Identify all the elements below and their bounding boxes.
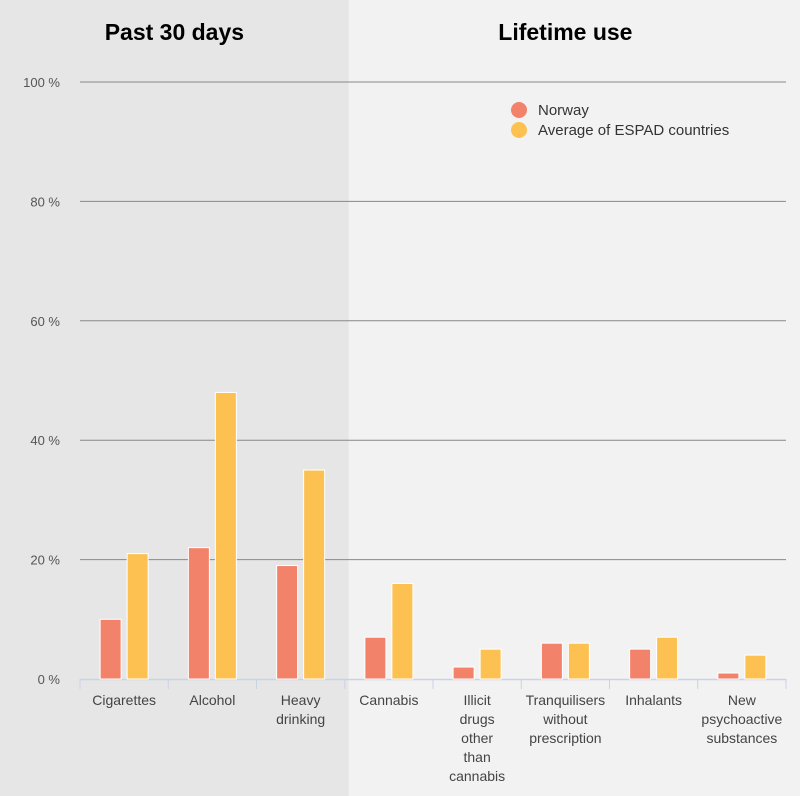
bar-average-of-espad-countries	[656, 636, 679, 680]
y-tick-label: 80 %	[30, 194, 60, 209]
x-category-label: prescription	[529, 730, 601, 746]
legend-item: Average of ESPAD countries	[538, 122, 729, 139]
x-category-label: psychoactive	[701, 711, 782, 727]
x-category-label: cannabis	[449, 768, 505, 784]
x-category-label: drugs	[460, 711, 495, 727]
bar-norway	[276, 565, 299, 680]
y-tick-label: 20 %	[30, 553, 60, 568]
y-tick-label: 40 %	[30, 433, 60, 448]
bar-average-of-espad-countries	[567, 642, 590, 680]
bar-norway	[717, 672, 740, 680]
bar-norway	[99, 618, 122, 680]
x-category-label: Inhalants	[625, 692, 682, 708]
x-category-label: Cigarettes	[92, 692, 156, 708]
bar-average-of-espad-countries	[126, 553, 149, 680]
x-category-label: other	[461, 730, 493, 746]
x-category-label: New	[728, 692, 757, 708]
x-category-label: than	[464, 749, 491, 765]
x-category-label: Illicit	[464, 692, 491, 708]
x-category-label: Tranquilisers	[526, 692, 606, 708]
bar-average-of-espad-countries	[479, 648, 502, 680]
bar-average-of-espad-countries	[303, 469, 326, 680]
y-tick-label: 100 %	[23, 75, 60, 90]
y-tick-label: 0 %	[38, 672, 61, 687]
x-category-label: drinking	[276, 711, 325, 727]
x-category-label: Alcohol	[189, 692, 235, 708]
x-category-label: substances	[706, 730, 777, 746]
bar-norway	[540, 642, 563, 680]
x-category-label: Heavy	[281, 692, 321, 708]
bar-average-of-espad-countries	[391, 582, 414, 680]
legend-item: Norway	[538, 102, 589, 119]
x-category-label: without	[542, 711, 587, 727]
legend-marker	[511, 122, 527, 138]
legend-marker	[511, 102, 527, 118]
y-tick-label: 60 %	[30, 314, 60, 329]
bar-norway	[452, 666, 475, 680]
x-category-label: Cannabis	[359, 692, 418, 708]
section-title: Lifetime use	[498, 19, 632, 45]
bar-norway	[187, 547, 210, 680]
bar-norway	[364, 636, 387, 680]
bar-average-of-espad-countries	[214, 391, 237, 680]
bar-norway	[629, 648, 652, 680]
bar-average-of-espad-countries	[744, 654, 767, 680]
section-title: Past 30 days	[105, 19, 244, 45]
